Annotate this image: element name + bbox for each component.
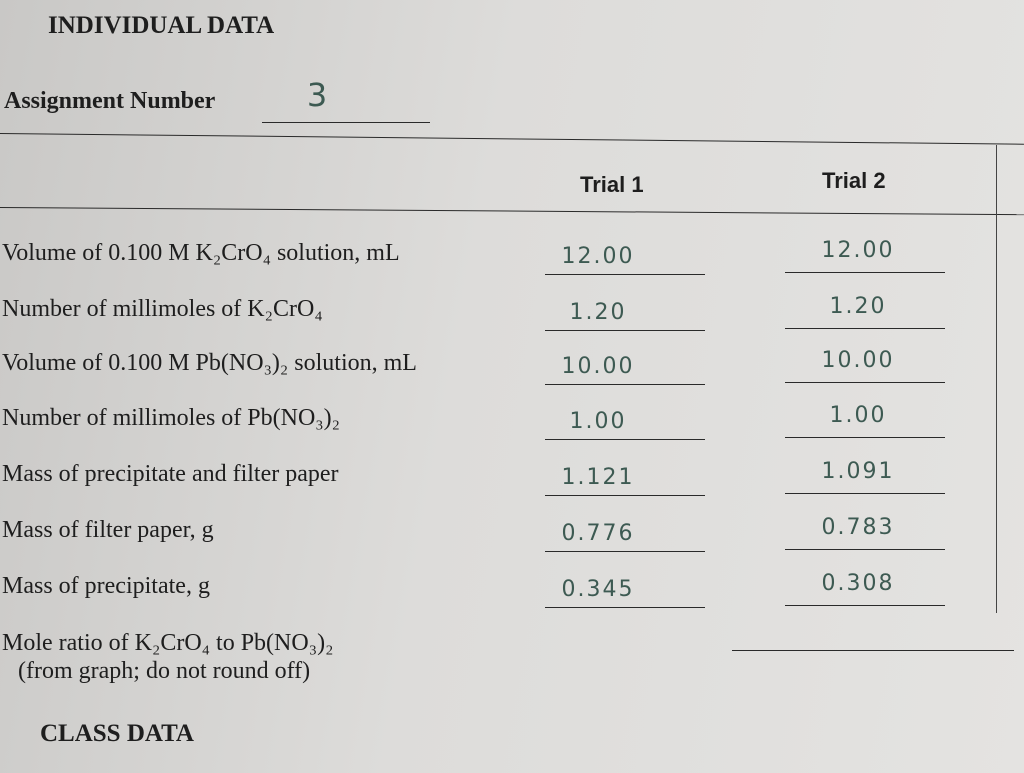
column-header: Trial 1 (580, 172, 644, 197)
assignment-value: 3 (306, 76, 330, 114)
row-label: Volume of 0.100 M K₂CrO₄ solution, mL (2, 240, 400, 266)
handwritten-value: 12.00 (821, 238, 895, 263)
mole-ratio-label: Mole ratio of K₂CrO₄ to Pb(NO₃)₂ (2, 630, 334, 656)
mole-ratio-note: (from graph; do not round off) (18, 658, 311, 684)
underline (732, 650, 1014, 651)
underline (785, 549, 945, 550)
column-header: Trial 2 (822, 168, 886, 193)
rule (0, 207, 1024, 216)
underline (545, 607, 705, 608)
underline (545, 274, 705, 275)
handwritten-value: 10.00 (561, 354, 635, 379)
underline (785, 493, 945, 494)
handwritten-value: 1.091 (821, 459, 895, 484)
underline (545, 495, 705, 496)
rule (0, 133, 1024, 145)
handwritten-value: 1.00 (829, 403, 887, 428)
underline (545, 551, 705, 552)
handwritten-value: 0.308 (821, 571, 895, 596)
row-label: Number of millimoles of Pb(NO₃)₂ (2, 405, 341, 431)
underline (262, 122, 430, 123)
underline (785, 437, 945, 438)
section-title: INDIVIDUAL DATA (48, 12, 275, 39)
handwritten-value: 1.20 (569, 300, 627, 325)
handwritten-value: 0.345 (561, 577, 635, 602)
underline (785, 328, 945, 329)
handwritten-value: 1.20 (829, 294, 887, 319)
underline (785, 382, 945, 383)
handwritten-value: 0.776 (561, 521, 635, 546)
row-label: Mass of precipitate and filter paper (2, 461, 339, 487)
underline (545, 384, 705, 385)
handwritten-value: 10.00 (821, 348, 895, 373)
section-title: CLASS DATA (40, 720, 194, 747)
handwritten-value: 12.00 (561, 244, 635, 269)
column-border (996, 145, 997, 613)
row-label: Volume of 0.100 M Pb(NO₃)₂ solution, mL (2, 350, 417, 376)
handwritten-value: 1.121 (561, 465, 635, 490)
row-label: Mass of filter paper, g (2, 517, 214, 543)
handwritten-value: 1.00 (569, 409, 627, 434)
underline (785, 272, 945, 273)
row-label: Mass of precipitate, g (2, 573, 210, 599)
handwritten-value: 0.783 (821, 515, 895, 540)
assignment-label: Assignment Number (4, 88, 216, 114)
underline (545, 330, 705, 331)
underline (785, 605, 945, 606)
row-label: Number of millimoles of K₂CrO₄ (2, 296, 323, 322)
underline (545, 439, 705, 440)
